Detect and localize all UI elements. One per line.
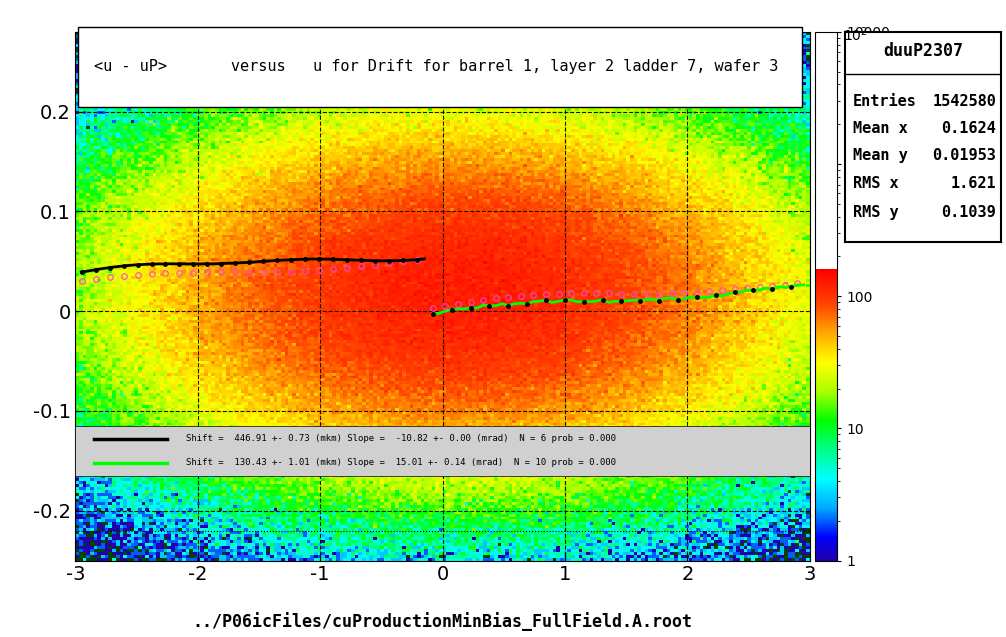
Text: 1542580: 1542580 [933, 94, 996, 109]
Text: ../P06icFiles/cuProductionMinBias_FullField.A.root: ../P06icFiles/cuProductionMinBias_FullFi… [192, 612, 693, 631]
Text: Mean x: Mean x [853, 121, 907, 136]
Text: Mean y: Mean y [853, 148, 907, 163]
Text: 0.1039: 0.1039 [942, 205, 996, 220]
Text: RMS x: RMS x [853, 176, 898, 190]
FancyBboxPatch shape [77, 27, 803, 106]
Text: 0.01953: 0.01953 [933, 148, 996, 163]
Text: RMS y: RMS y [853, 205, 898, 220]
Text: Shift =  130.43 +- 1.01 (mkm) Slope =  15.01 +- 0.14 (mrad)  N = 10 prob = 0.000: Shift = 130.43 +- 1.01 (mkm) Slope = 15.… [185, 458, 616, 468]
Text: 0.1624: 0.1624 [942, 121, 996, 136]
Text: 1.621: 1.621 [951, 176, 996, 190]
Text: Entries: Entries [853, 94, 916, 109]
Text: duuP2307: duuP2307 [883, 42, 963, 60]
Text: Shift =  446.91 +- 0.73 (mkm) Slope =  -10.82 +- 0.00 (mrad)  N = 6 prob = 0.000: Shift = 446.91 +- 0.73 (mkm) Slope = -10… [185, 434, 616, 443]
FancyBboxPatch shape [75, 426, 810, 476]
Text: $10^2$: $10^2$ [843, 25, 868, 45]
Text: <u - uP>       versus   u for Drift for barrel 1, layer 2 ladder 7, wafer 3: <u - uP> versus u for Drift for barrel 1… [94, 59, 779, 75]
